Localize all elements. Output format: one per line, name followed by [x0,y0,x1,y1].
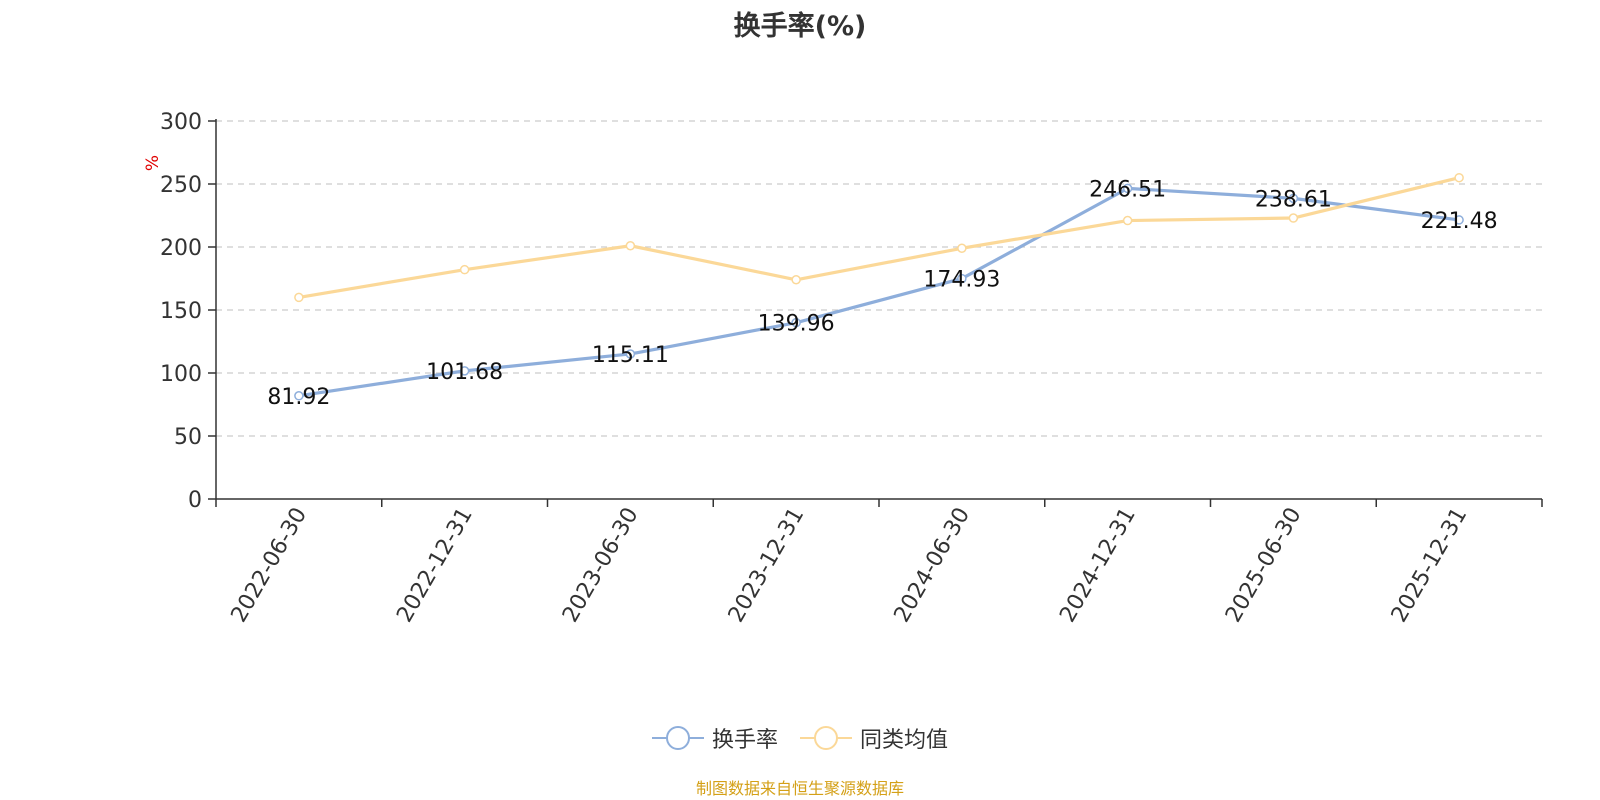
data-point [459,366,470,376]
legend-line-circle-icon [800,726,852,750]
chart-title: 换手率(%) [733,11,867,42]
series-lines [294,172,1464,401]
data-label: 101.68 [426,360,503,385]
x-tick-label: 2024-06-30 [889,504,975,627]
y-axis-label: % [143,155,163,171]
x-tick-label: 2022-12-31 [392,504,478,627]
y-tick-label: 0 [188,488,202,513]
data-label: 81.92 [267,385,330,410]
data-point [294,391,304,401]
y-tick-label: 150 [160,299,202,324]
data-label: 174.93 [923,268,1000,293]
x-tick-label: 2023-06-30 [558,504,644,627]
y-tick-label: 250 [160,173,202,198]
data-label: 139.96 [758,312,835,337]
series-line-1 [298,186,1460,398]
legend-item-series-1[interactable]: 换手率 [651,722,778,754]
y-tick-label: 50 [174,425,202,450]
y-tick-label: 200 [160,236,202,261]
legend-label: 换手率 [711,728,778,753]
x-tick-label: 2023-12-31 [724,504,810,627]
source-note: 制图数据来自恒生聚源数据库 [695,779,904,798]
x-tick-label: 2025-06-30 [1221,504,1307,627]
legend: 换手率 同类均值 [0,722,1600,754]
data-point [791,275,801,285]
data-point [625,240,636,251]
series-line-2 [298,176,1460,299]
data-label: 246.51 [1089,177,1166,202]
legend-label: 同类均值 [860,728,949,753]
data-point [294,292,304,303]
legend-item-series-2[interactable]: 同类均值 [800,722,948,754]
data-label: 115.11 [592,343,669,368]
data-point [1122,215,1133,226]
data-point [1288,213,1299,223]
legend-line-circle-icon [651,726,704,750]
x-tick-label: 2022-06-30 [226,504,312,627]
data-point [1288,193,1299,204]
axes: 0 50 100 150 200 250 300% 2022-06-30 2022-12-31 2… [143,110,1543,627]
data-label: 221.48 [1421,209,1498,234]
data-point [459,264,470,275]
data-point [957,273,967,284]
data-point [625,349,636,359]
y-tick-label: 100 [160,362,202,387]
grid-lines [216,120,1542,437]
data-label: 238.61 [1255,187,1332,212]
data-labels: 81.92 101.68 115.11 139.96 174.93 246.51 238.6… [267,177,1497,409]
data-point [1454,215,1464,225]
data-point [1454,172,1464,183]
data-point [1122,183,1133,194]
data-point [957,243,967,254]
x-tick-label: 2024-12-31 [1055,504,1141,627]
x-tick-label: 2025-12-31 [1387,504,1473,627]
data-point [791,317,801,328]
y-tick-label: 300 [160,110,202,135]
